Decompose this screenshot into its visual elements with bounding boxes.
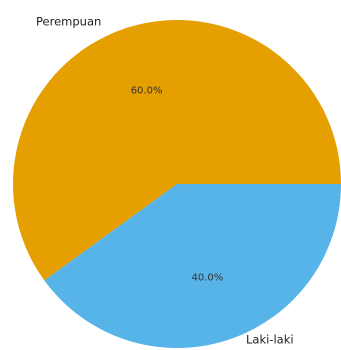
slice-percent-label-laki-laki: 40.0%	[192, 273, 224, 284]
pie-slice-perempuan	[13, 20, 341, 281]
pie-slices	[13, 20, 341, 348]
slice-percent-label-perempuan: 60.0%	[131, 85, 163, 96]
slice-label-perempuan: Perempuan	[36, 15, 101, 29]
slice-label-laki-laki: Laki-laki	[246, 333, 294, 347]
pie-slice-laki-laki	[44, 184, 341, 348]
